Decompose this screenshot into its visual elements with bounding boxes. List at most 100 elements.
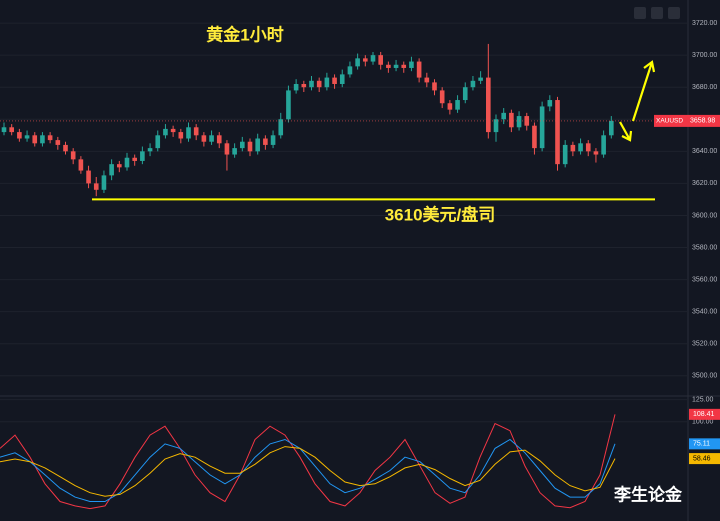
candle-body [609,120,614,136]
y-tick-label: 3700.00 [692,52,717,59]
candle-body [532,125,537,149]
value-tag-label: 58.46 [693,455,711,462]
candle-body [386,64,391,68]
y-tick-label: 3500.00 [692,373,717,380]
candle-body [401,64,407,68]
indicator-line [0,438,616,502]
candle-body [593,151,599,155]
candle-body [578,143,583,152]
price-tag [654,114,720,127]
candle-body [24,135,30,139]
indicator-line [0,414,616,510]
button[interactable] [634,7,646,19]
y-tick-label: 3580.00 [692,244,717,251]
candle-body [585,143,591,152]
candle-body [9,127,14,133]
candle-body [286,90,291,120]
candle-body [478,77,483,81]
candle-body [363,58,368,62]
candle-body [347,66,353,75]
candle-body [339,74,345,85]
candle-body [224,143,230,155]
arrows [619,60,656,142]
candle-body [32,135,38,144]
candle-body [270,135,276,145]
candle-body [355,58,360,67]
candle-body [601,135,606,155]
candle-body [470,80,476,88]
candle-body [70,151,76,160]
button[interactable] [668,7,680,19]
candle-body [86,170,91,184]
candle-body [378,55,383,65]
candle-body [455,100,460,110]
candle-body [316,80,322,88]
candle-body [178,132,184,139]
candle-body [124,157,130,168]
chart-title: 黄金1小时 [206,24,283,44]
candle-body [155,135,161,149]
candle-body [570,144,576,152]
candle-body [409,61,414,68]
y-tick-label: 3520.00 [692,341,717,348]
candle-body [101,175,107,190]
symbol-label: XAUUSD [656,118,683,125]
candle-body [63,144,68,152]
candle-body [301,84,307,88]
indicator-line [0,446,616,497]
candle-body [324,77,330,88]
candle-body [17,132,22,139]
candle-body [117,164,122,168]
candle-body [147,148,153,152]
candle-body [447,103,453,110]
candle-body [501,112,506,120]
value-tag [689,408,720,420]
candle-body [193,127,199,136]
candle-body [209,135,214,142]
candle-body [1,127,7,133]
candle-body [240,141,245,149]
candle-body [109,164,114,176]
y-tick-label: 3720.00 [692,20,717,27]
candle-body [140,151,145,161]
value-tag [689,438,720,450]
candle-body [562,144,568,165]
value-tag-label: 75.11 [693,441,710,448]
candle-body [232,148,237,155]
value-tag-label: 108.41 [693,411,715,418]
candle-body [424,77,430,83]
y-tick-label: 100.00 [692,419,714,426]
candle-body [201,135,207,142]
candle-body [462,87,468,101]
candle-body [416,61,422,78]
candle-body [309,80,314,88]
candle-body [78,159,84,171]
candle-body [93,183,99,190]
candle-body [216,135,222,144]
y-tick-label: 3600.00 [692,212,717,219]
candle-body [247,141,253,152]
button[interactable] [651,7,663,19]
candle-body [539,106,545,149]
candle-body [332,77,337,85]
candle-body [439,90,445,104]
candle-body [432,82,437,91]
candle-body [547,100,553,107]
candle-body [555,100,560,165]
candle-body [40,135,45,144]
toolbar[interactable] [634,7,680,19]
y-tick-label: 3640.00 [692,148,717,155]
candle-body [186,127,191,139]
y-tick-label: 125.00 [692,397,714,404]
arrow [619,121,633,142]
y-tick-label: 3560.00 [692,276,717,283]
candle-body [493,119,499,133]
candle-body [255,138,260,152]
candle-body [170,128,176,133]
candle-body [524,116,530,126]
candle-body [486,77,491,133]
arrow [631,60,656,122]
candle-body [47,135,53,141]
candle-body [293,84,299,91]
